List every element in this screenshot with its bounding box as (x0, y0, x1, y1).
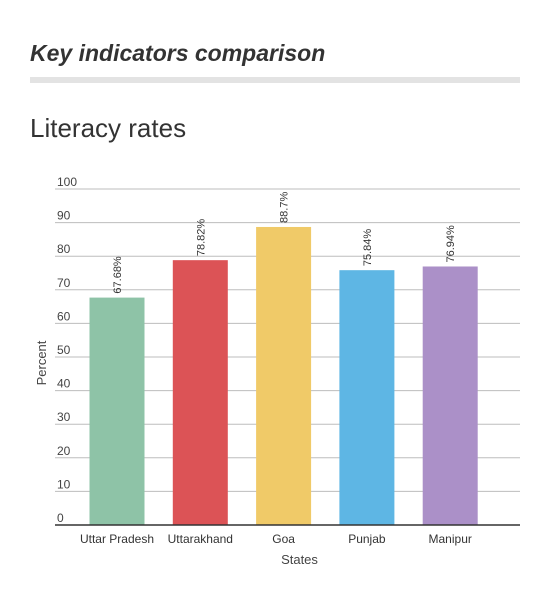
y-tick-label: 40 (57, 377, 71, 391)
y-tick-label: 50 (57, 343, 71, 357)
title-divider (30, 77, 520, 83)
y-tick-label: 10 (57, 477, 71, 491)
y-tick-label: 20 (57, 444, 71, 458)
data-labels: 67.68% 78.82% 88.7% 75.84% 76.94% (112, 192, 457, 294)
data-label: 67.68% (112, 256, 124, 294)
bars (89, 226, 478, 525)
data-label: 75.84% (362, 229, 374, 267)
x-axis-title: States (281, 552, 318, 567)
x-tick-label: Goa (272, 532, 295, 546)
bar (422, 266, 478, 525)
x-tick-label: Uttar Pradesh (80, 532, 154, 546)
x-tick-label: Uttarakhand (168, 532, 233, 546)
x-axis-ticks: Uttar Pradesh Uttarakhand Goa Punjab Manipur (80, 532, 472, 546)
y-axis-ticks: 0 10 20 30 40 50 60 70 80 90 100 (57, 175, 77, 525)
x-tick-label: Manipur (429, 532, 472, 546)
bar (339, 270, 395, 525)
data-label: 88.7% (279, 192, 291, 223)
bar (89, 297, 145, 525)
data-label: 78.82% (195, 219, 207, 257)
y-tick-label: 30 (57, 410, 71, 424)
y-tick-label: 60 (57, 309, 71, 323)
y-tick-label: 90 (57, 209, 71, 223)
y-tick-label: 0 (57, 511, 64, 525)
data-label: 76.94% (445, 225, 457, 263)
x-tick-label: Punjab (348, 532, 386, 546)
y-tick-label: 70 (57, 276, 71, 290)
page-title: Key indicators comparison (30, 40, 326, 66)
bar (256, 226, 312, 525)
y-tick-label: 100 (57, 175, 77, 189)
chart-title: Literacy rates (30, 113, 187, 143)
bar (172, 260, 228, 525)
y-tick-label: 80 (57, 242, 71, 256)
y-axis-title: Percent (34, 340, 49, 385)
